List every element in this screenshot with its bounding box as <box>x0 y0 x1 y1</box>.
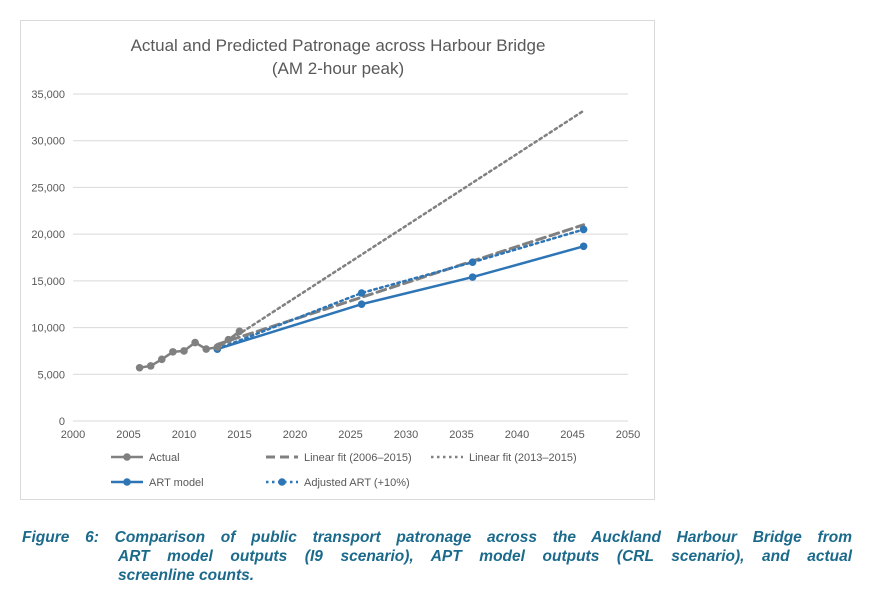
x-tick-label: 2050 <box>616 429 640 441</box>
series-line-1 <box>215 223 586 346</box>
data-point-series-0 <box>146 362 155 370</box>
data-point-series-3 <box>357 300 366 309</box>
data-point-series-0 <box>235 327 244 336</box>
caption-line2: ART model outputs (I9 scenario), APT mod… <box>118 548 852 565</box>
y-tick-label: 35,000 <box>31 89 65 101</box>
caption-line1: Figure 6: Comparison of public transport… <box>22 529 852 546</box>
data-point-series-0 <box>135 363 144 372</box>
x-tick-label: 2025 <box>338 429 362 441</box>
legend-marker-3 <box>123 478 131 486</box>
y-tick-label: 25,000 <box>31 182 65 194</box>
x-tick-label: 2010 <box>172 429 196 441</box>
series-layer <box>135 109 588 372</box>
legend-marker-0 <box>123 453 131 461</box>
x-tick-label: 2020 <box>283 429 307 441</box>
chart-title-line2: (AM 2-hour peak) <box>272 59 404 78</box>
grid-layer <box>73 93 628 422</box>
x-tick-label: 2000 <box>61 429 85 441</box>
chart-title-line1: Actual and Predicted Patronage across Ha… <box>131 36 546 55</box>
chart-svg: Actual and Predicted Patronage across Ha… <box>31 36 640 489</box>
data-point-series-3 <box>468 273 477 281</box>
y-tick-label: 10,000 <box>31 323 65 335</box>
series-line-0 <box>139 330 241 369</box>
y-tick-label: 5,000 <box>37 369 65 381</box>
axis-layer: 0 5,000 10,000 15,000 20,000 25,000 30,000 35,0… <box>31 89 640 441</box>
data-point-series-0 <box>169 348 177 356</box>
data-point-series-4 <box>579 225 588 234</box>
data-point-series-0 <box>213 343 222 351</box>
legend-label-1: Linear fit (2006–2015) <box>304 452 412 464</box>
x-tick-label: 2040 <box>505 429 529 441</box>
y-tick-label: 30,000 <box>31 136 65 148</box>
data-point-series-3 <box>579 242 588 251</box>
series-line-3 <box>216 245 584 351</box>
y-tick-label: 0 <box>59 416 65 428</box>
x-tick-label: 2005 <box>116 429 140 441</box>
y-tick-label: 20,000 <box>31 229 65 241</box>
caption-line3: screenline counts. <box>118 567 255 584</box>
legend-label-3: ART model <box>149 477 204 489</box>
y-tick-label: 15,000 <box>31 276 65 288</box>
data-point-series-0 <box>158 355 166 364</box>
data-point-series-0 <box>202 345 210 353</box>
series-line-2 <box>216 109 585 350</box>
legend-label-0: Actual <box>149 452 180 464</box>
series-line-4 <box>216 228 585 351</box>
legend-label-2: Linear fit (2013–2015) <box>469 452 577 464</box>
x-tick-label: 2015 <box>227 429 251 441</box>
legend: Actual Linear fit (2006–2015) Linear fit (… <box>111 452 577 489</box>
data-point-series-0 <box>191 338 199 347</box>
legend-label-4: Adjusted ART (+10%) <box>304 477 410 489</box>
x-tick-label: 2035 <box>449 429 473 441</box>
figure-caption: Figure 6: Comparison of public transport… <box>22 528 852 585</box>
chart-frame: Actual and Predicted Patronage across Ha… <box>20 20 655 500</box>
data-point-series-0 <box>180 347 188 355</box>
legend-marker-4 <box>278 478 286 486</box>
data-point-series-4 <box>468 258 477 266</box>
data-point-series-4 <box>357 289 366 297</box>
x-tick-label: 2030 <box>394 429 418 441</box>
data-point-series-0 <box>224 335 233 344</box>
x-tick-label: 2045 <box>560 429 584 441</box>
